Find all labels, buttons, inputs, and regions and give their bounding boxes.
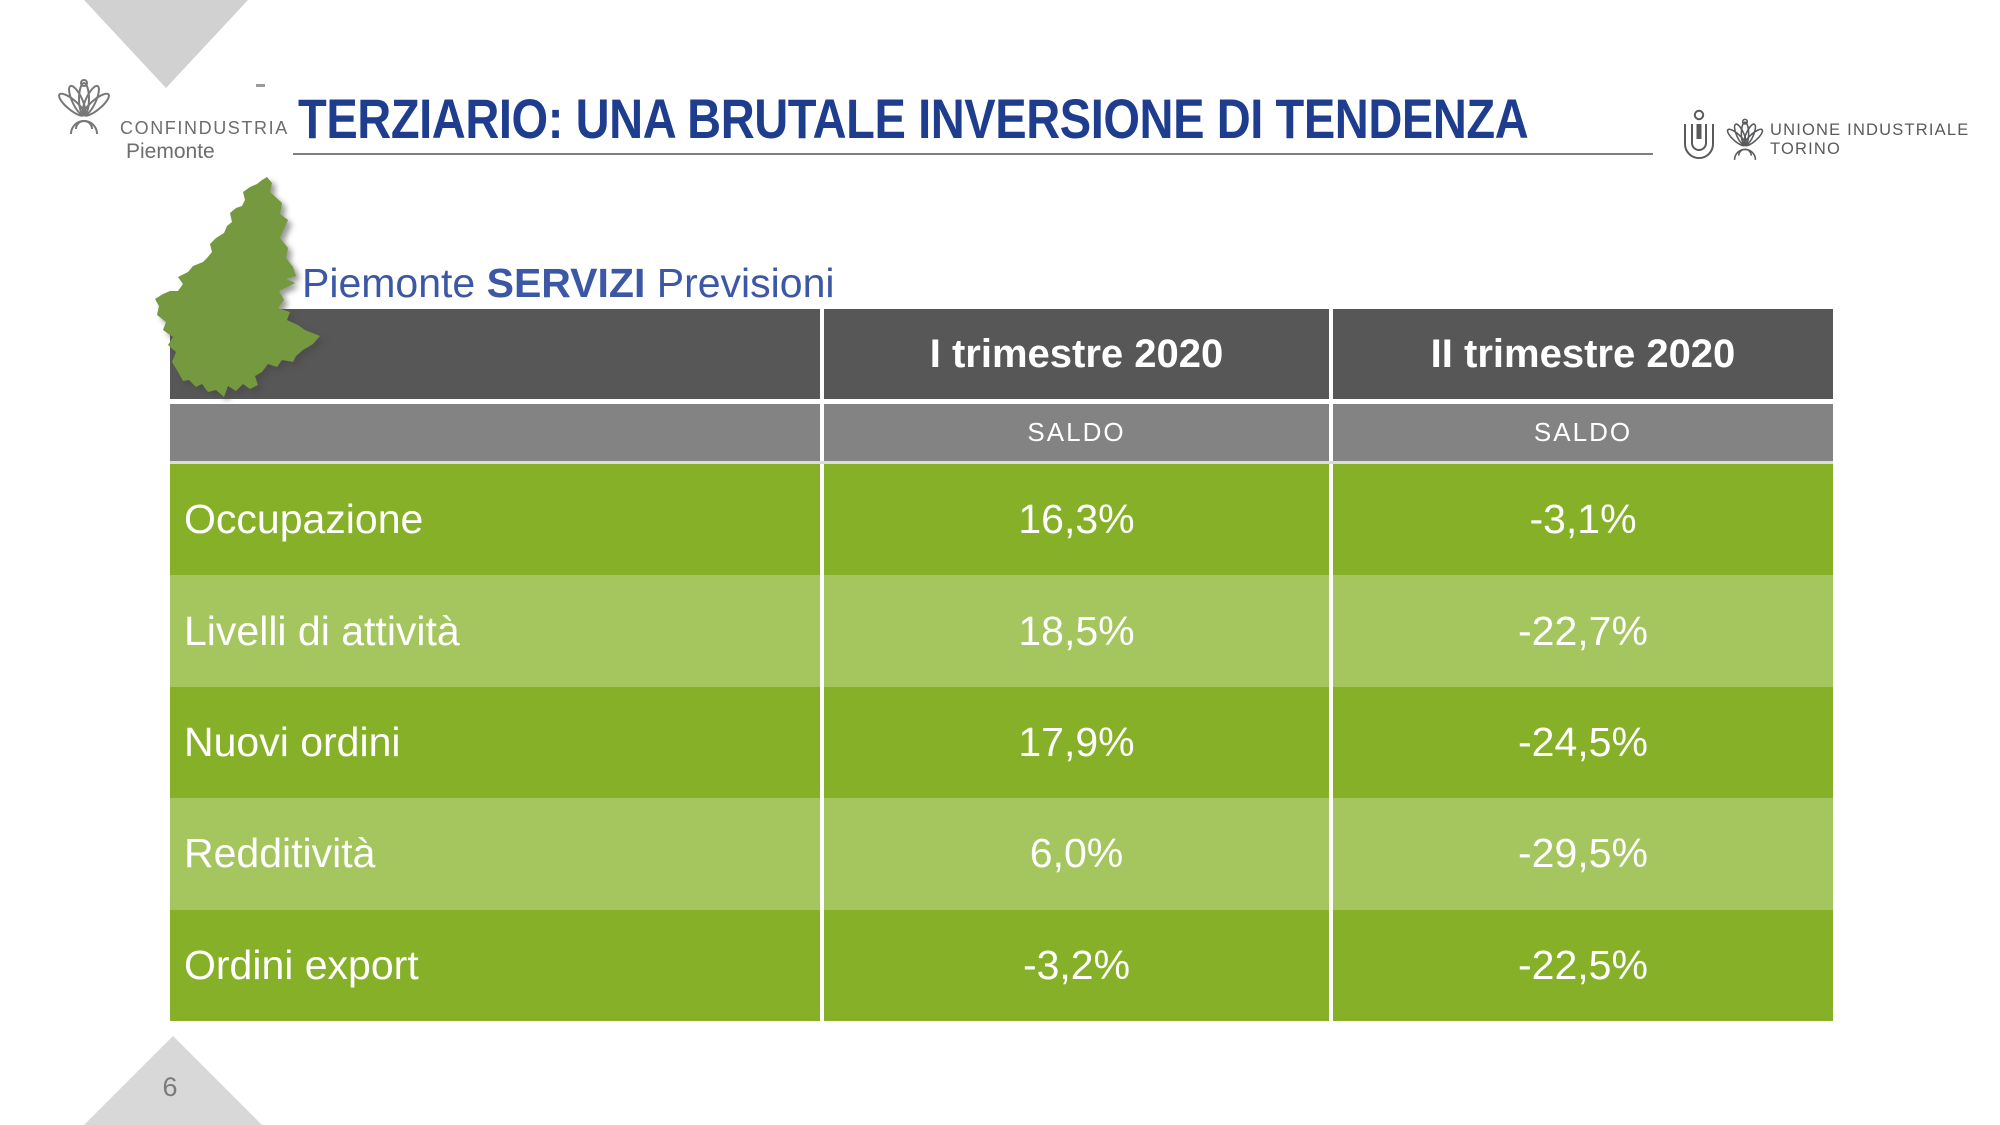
row-q2-value: -24,5% [1333,686,1833,799]
unione-industriale-u-icon [1678,108,1720,169]
row-label: Nuovi ordini [170,686,820,799]
row-q1-value: 17,9% [824,686,1329,799]
previsioni-table: I trimestre 2020 II trimestre 2020 SALDO… [170,309,1833,1022]
unione-industriale-eagle-icon [1724,118,1766,169]
confindustria-piemonte: Piemonte [126,140,215,163]
top-corner-triangle [84,0,248,88]
page-number: 6 [162,1072,178,1102]
table-row: Nuovi ordini 17,9% -24,5% [170,686,1833,799]
row-q2-value: -22,7% [1333,575,1833,687]
confindustria-name: CONFINDUSTRIA [120,118,289,138]
unione-industriale-line2: TORINO [1770,140,1842,158]
piemonte-map-icon [155,175,322,402]
caption-piemonte: Piemonte [302,260,487,306]
caption-previsioni: Previsioni [645,260,835,306]
table-caption: Piemonte SERVIZI Previsioni [302,260,834,307]
confindustria-logo-text: CONFINDUSTRIA Piemonte [120,118,289,164]
row-label: Redditività [170,798,820,910]
row-q2-value: -29,5% [1333,798,1833,910]
title-dash [256,84,265,87]
row-label: Livelli di attività [170,575,820,687]
row-q1-value: 16,3% [824,464,1329,576]
row-q1-value: -3,2% [824,909,1329,1022]
row-q2-value: -3,1% [1333,464,1833,576]
unione-industriale-logo-text: UNIONE INDUSTRIALE TORINO [1770,121,1969,159]
row-q1-value: 18,5% [824,575,1329,687]
table-row: Occupazione 16,3% -3,1% [170,464,1833,576]
slide-title: TERZIARIO: UNA BRUTALE INVERSIONE DI TEN… [298,87,1529,150]
subheader-divider [170,461,1833,464]
header-q2: II trimestre 2020 [1333,309,1833,399]
header-divider [170,399,1833,404]
confindustria-eagle-icon [54,76,114,145]
table-row: Redditività 6,0% -29,5% [170,798,1833,910]
header-q1: I trimestre 2020 [824,309,1329,399]
row-label: Occupazione [170,464,820,576]
table-header-row: I trimestre 2020 II trimestre 2020 [170,309,1833,399]
row-q2-value: -22,5% [1333,909,1833,1022]
unione-industriale-line1: UNIONE INDUSTRIALE [1770,121,1970,139]
title-underline [293,153,1653,155]
row-label: Ordini export [170,909,820,1022]
table-subheader-row: SALDO SALDO [170,404,1833,461]
saldo-spacer-cell [170,404,820,461]
saldo-q2: SALDO [1333,404,1833,461]
table-row: Livelli di attività 18,5% -22,7% [170,575,1833,687]
row-q1-value: 6,0% [824,798,1329,910]
caption-servizi: SERVIZI [486,260,646,306]
saldo-q1: SALDO [824,404,1329,461]
table-row: Ordini export -3,2% -22,5% [170,909,1833,1022]
